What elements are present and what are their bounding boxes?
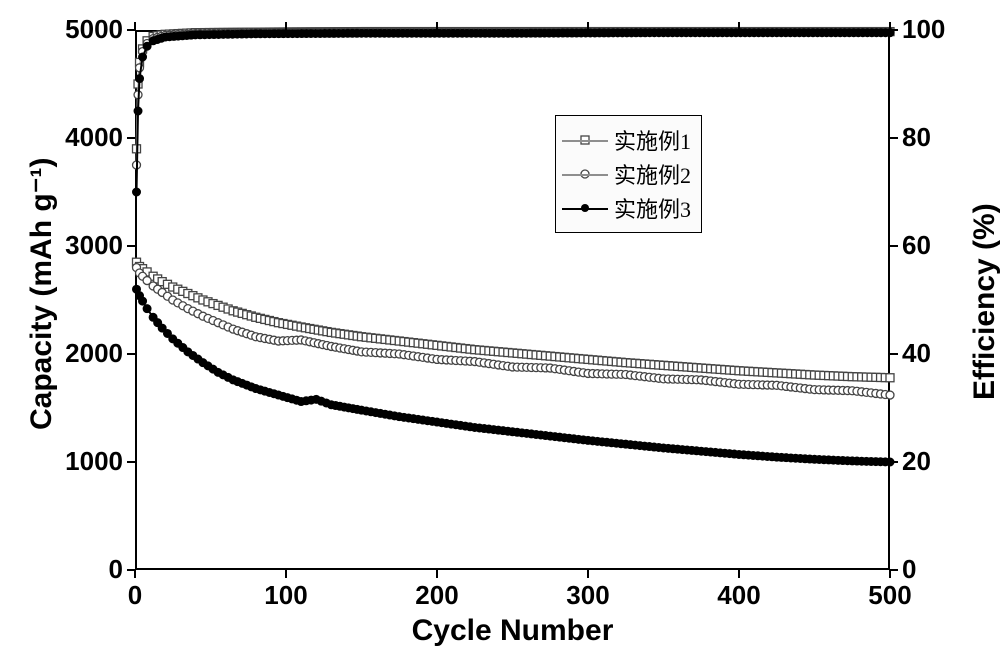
x-tick-top bbox=[436, 22, 438, 30]
x-tick-label: 100 bbox=[261, 580, 311, 611]
y-left-tick-label: 5000 bbox=[65, 14, 123, 45]
x-tick bbox=[285, 570, 287, 578]
x-tick-label: 200 bbox=[412, 580, 462, 611]
legend-item: 实施例3 bbox=[562, 192, 691, 224]
y-right-tick-label: 80 bbox=[902, 122, 931, 153]
y-right-tick bbox=[890, 461, 898, 463]
legend-label: 实施例2 bbox=[614, 158, 691, 190]
series-marker bbox=[133, 188, 141, 196]
y-left-tick-label: 2000 bbox=[65, 338, 123, 369]
series-line-实施例2-eff bbox=[137, 32, 890, 165]
chart-figure: Cycle Number Capacity (mAh g⁻¹) Efficien… bbox=[0, 0, 1000, 667]
y-right-tick bbox=[890, 569, 898, 571]
y-left-tick bbox=[127, 569, 135, 571]
legend: 实施例1实施例2实施例3 bbox=[555, 115, 702, 233]
y-right-tick-label: 0 bbox=[902, 554, 916, 585]
x-tick bbox=[134, 570, 136, 578]
y-left-tick-label: 4000 bbox=[65, 122, 123, 153]
y-left-tick bbox=[127, 353, 135, 355]
y-left-tick-label: 0 bbox=[109, 554, 123, 585]
legend-label: 实施例3 bbox=[614, 192, 691, 224]
y-right-tick bbox=[890, 245, 898, 247]
legend-label: 实施例1 bbox=[614, 124, 691, 156]
y-left-tick-label: 1000 bbox=[65, 446, 123, 477]
legend-swatch bbox=[562, 165, 608, 183]
x-tick-label: 400 bbox=[714, 580, 764, 611]
series-marker bbox=[886, 391, 894, 399]
series-line-实施例3-eff bbox=[137, 33, 890, 192]
x-tick bbox=[738, 570, 740, 578]
y-left-tick-label: 3000 bbox=[65, 230, 123, 261]
x-tick bbox=[889, 570, 891, 578]
x-tick-top bbox=[587, 22, 589, 30]
series-marker bbox=[134, 107, 142, 115]
series-marker bbox=[136, 75, 144, 83]
legend-item: 实施例2 bbox=[562, 158, 691, 190]
legend-item: 实施例1 bbox=[562, 124, 691, 156]
y-left-tick bbox=[127, 137, 135, 139]
y-left-tick bbox=[127, 29, 135, 31]
series-marker bbox=[139, 297, 147, 305]
chart-svg bbox=[0, 0, 1000, 667]
series-marker bbox=[143, 305, 151, 313]
y-right-tick-label: 60 bbox=[902, 230, 931, 261]
y-right-tick bbox=[890, 29, 898, 31]
y-right-tick-label: 100 bbox=[902, 14, 945, 45]
y-right-tick bbox=[890, 137, 898, 139]
x-tick-top bbox=[285, 22, 287, 30]
y-right-tick-label: 40 bbox=[902, 338, 931, 369]
series-marker bbox=[886, 374, 894, 382]
y-right-tick bbox=[890, 353, 898, 355]
series-line-实施例1-eff bbox=[137, 32, 890, 149]
x-tick bbox=[436, 570, 438, 578]
legend-swatch bbox=[562, 131, 608, 149]
legend-swatch bbox=[562, 199, 608, 217]
x-tick-top bbox=[738, 22, 740, 30]
x-tick-label: 300 bbox=[563, 580, 613, 611]
x-tick bbox=[587, 570, 589, 578]
series-marker bbox=[139, 53, 147, 61]
y-left-tick bbox=[127, 461, 135, 463]
y-left-tick bbox=[127, 245, 135, 247]
y-right-tick-label: 20 bbox=[902, 446, 931, 477]
